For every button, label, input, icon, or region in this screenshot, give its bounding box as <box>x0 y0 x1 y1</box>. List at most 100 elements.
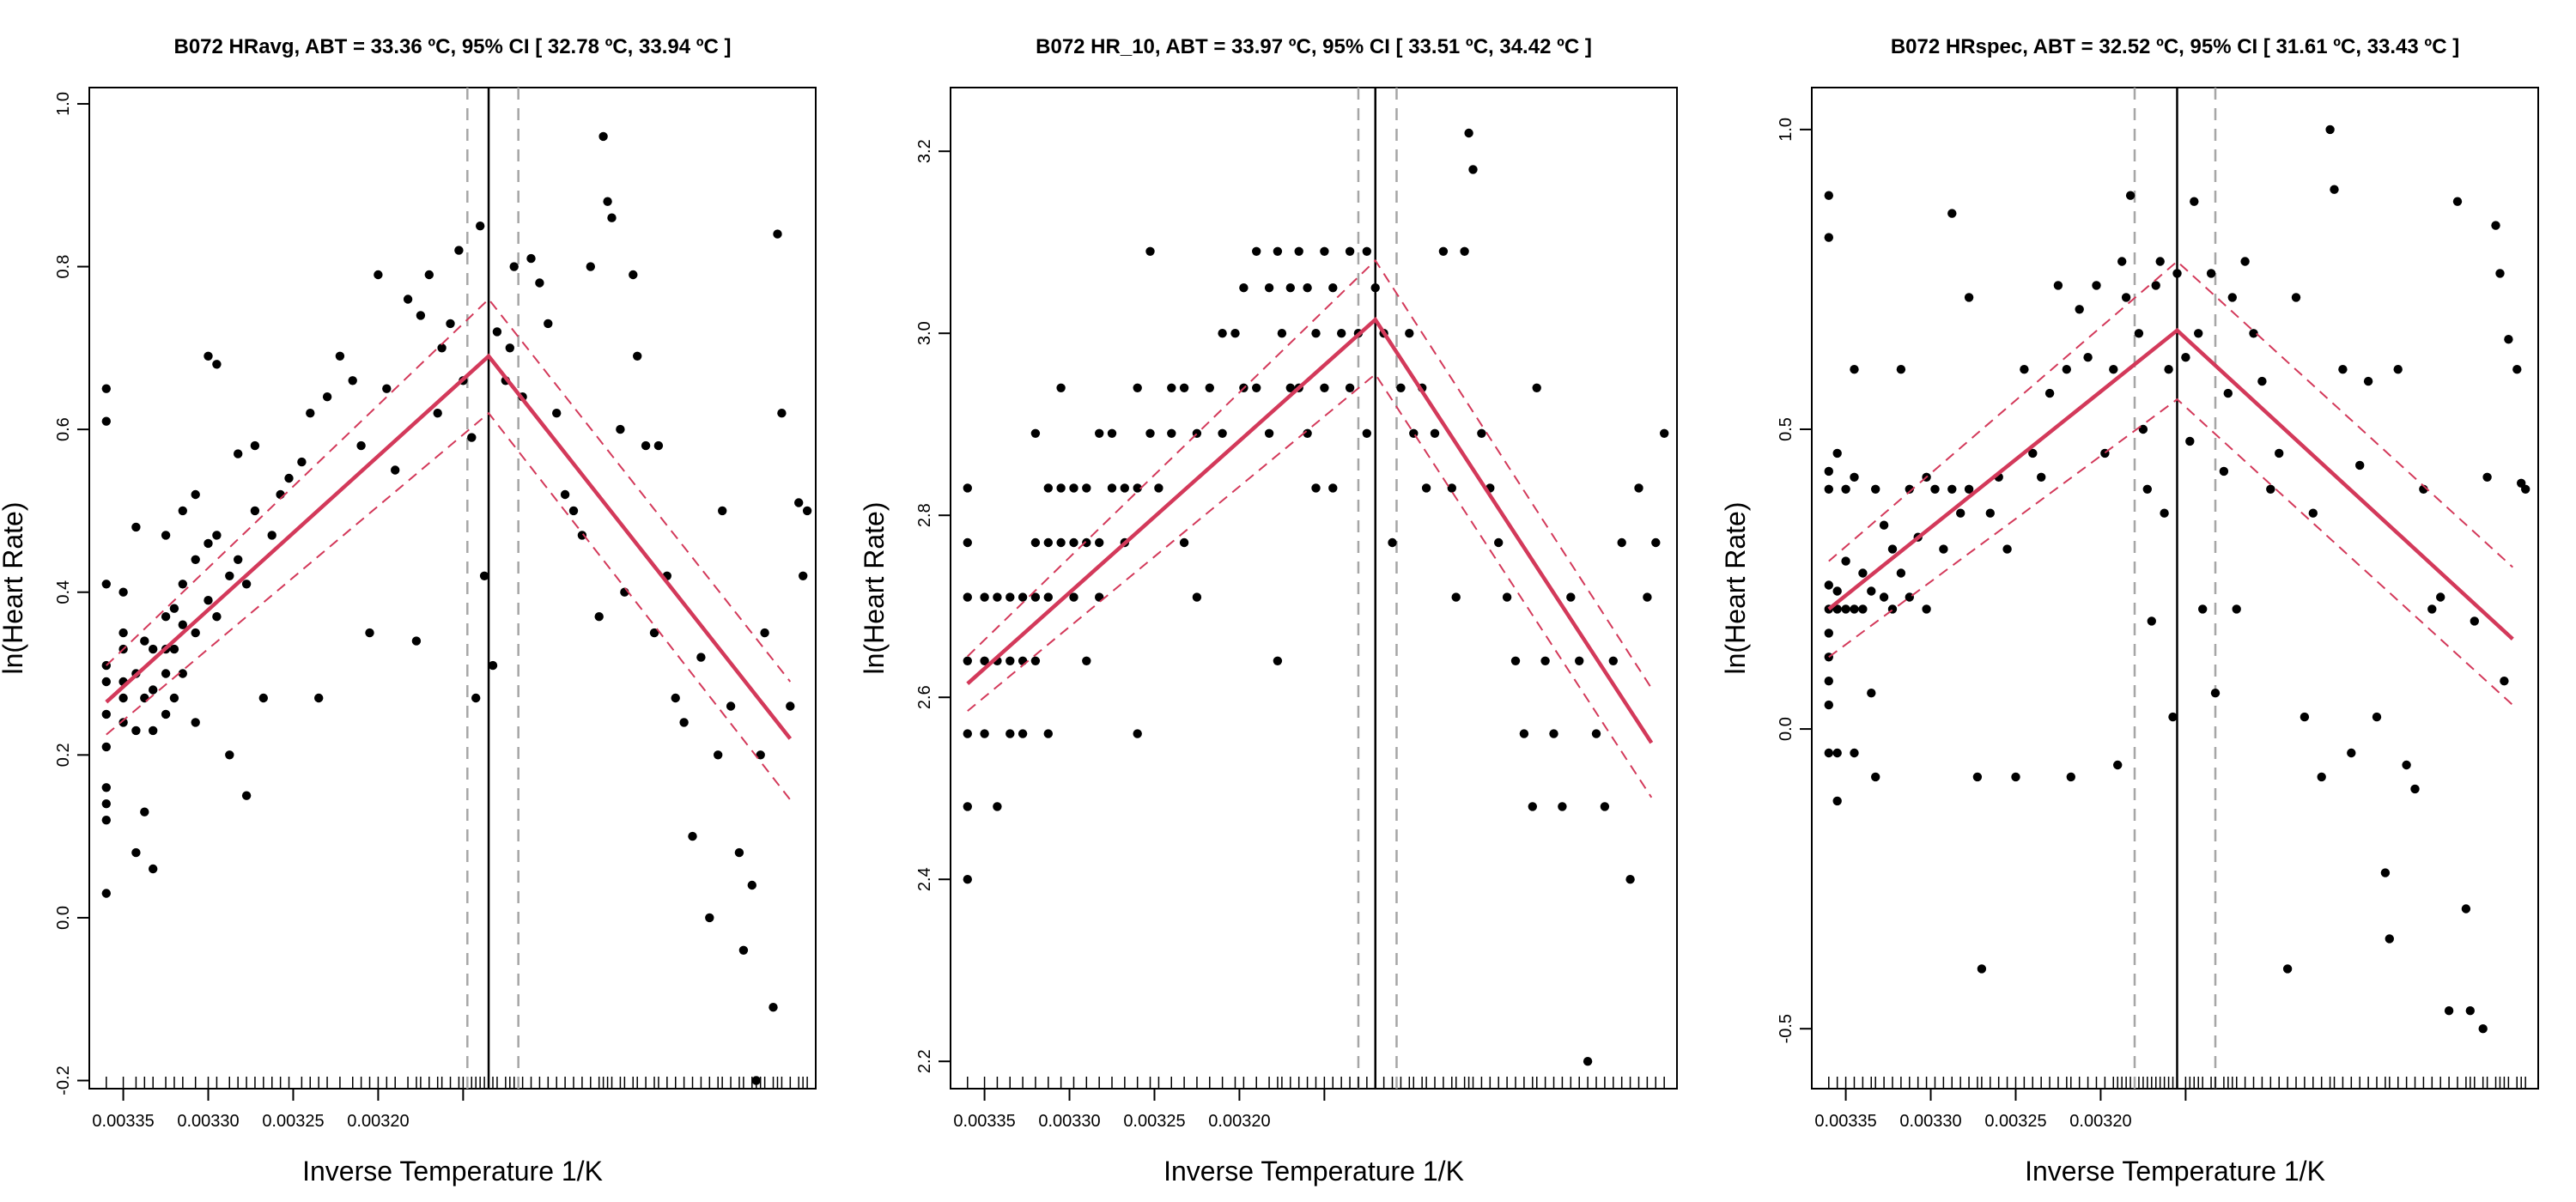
ci-upper-line <box>106 298 792 683</box>
data-point <box>1328 283 1338 293</box>
data-point <box>1396 383 1406 392</box>
data-point <box>1133 483 1142 493</box>
data-point <box>1608 656 1619 665</box>
data-point <box>2300 712 2310 722</box>
data-point <box>118 628 128 638</box>
data-point <box>1120 483 1130 493</box>
data-point <box>1887 544 1898 554</box>
data-point <box>2266 484 2275 494</box>
data-point <box>467 433 477 442</box>
data-point <box>1133 383 1142 392</box>
data-point <box>2011 772 2020 782</box>
data-point <box>1841 556 1850 566</box>
data-point <box>802 506 812 516</box>
data-point <box>2190 197 2199 206</box>
data-point <box>1850 365 1859 374</box>
data-point <box>1345 383 1355 392</box>
x-tick-label: 0.00320 <box>1208 1112 1270 1131</box>
data-point <box>212 360 222 369</box>
data-point <box>1850 604 1859 614</box>
plot-frame <box>1811 87 2539 1090</box>
data-point <box>751 1076 761 1085</box>
data-point <box>101 677 111 687</box>
data-point <box>2147 616 2156 626</box>
data-point <box>1896 568 1906 578</box>
data-point <box>2062 365 2071 374</box>
data-point <box>2512 365 2522 374</box>
data-point <box>2044 388 2055 398</box>
y-tick-label: 0.5 <box>1777 417 1795 441</box>
data-point <box>738 945 749 956</box>
data-point <box>191 628 200 638</box>
data-point <box>2465 1006 2475 1016</box>
data-point <box>1985 508 1995 518</box>
data-point <box>2325 124 2335 135</box>
data-point <box>1095 537 1104 548</box>
data-point <box>1464 128 1473 138</box>
y-tick-label: -0.5 <box>1777 1014 1795 1043</box>
data-point <box>1043 729 1054 738</box>
data-point <box>149 644 158 654</box>
data-point <box>1824 677 1833 686</box>
data-point <box>2181 353 2190 362</box>
data-point <box>1850 472 1859 482</box>
data-point <box>1154 483 1163 493</box>
data-point <box>2066 772 2075 782</box>
data-point <box>101 816 111 825</box>
data-point <box>2385 934 2394 944</box>
data-point <box>1832 796 1842 806</box>
y-tick-label: 0.4 <box>54 580 73 604</box>
data-point <box>1964 293 1974 302</box>
data-point <box>1528 802 1538 811</box>
data-point <box>714 750 723 760</box>
data-point <box>204 596 213 605</box>
data-point <box>212 612 222 622</box>
data-point <box>1252 246 1261 256</box>
data-point <box>1438 246 1449 256</box>
data-point <box>649 628 659 638</box>
data-point <box>1230 329 1240 338</box>
panel-title: B072 HRspec, ABT = 32.52 ºC, 95% CI [ 31… <box>1891 35 2459 58</box>
data-point <box>191 555 200 564</box>
data-point <box>1005 656 1015 665</box>
data-point <box>2330 185 2339 194</box>
data-point <box>322 392 332 402</box>
data-point <box>629 270 638 280</box>
x-tick-label: 0.00320 <box>347 1112 409 1131</box>
data-point <box>2125 191 2136 200</box>
data-point <box>773 229 782 239</box>
data-point <box>1871 484 1880 494</box>
data-point <box>1824 233 1833 242</box>
data-point <box>1566 592 1576 602</box>
data-point <box>178 669 187 678</box>
data-point <box>1956 508 1965 518</box>
data-point <box>284 473 294 483</box>
fit-line <box>105 353 793 740</box>
data-point <box>101 709 111 719</box>
data-point <box>1218 329 1227 338</box>
data-point <box>2470 616 2479 626</box>
data-point <box>416 311 426 320</box>
data-point <box>1824 580 1833 590</box>
data-point <box>2500 677 2509 686</box>
data-point <box>993 802 1002 811</box>
data-point <box>454 246 464 255</box>
data-point <box>101 799 111 809</box>
data-point <box>1502 592 1512 602</box>
data-point <box>2194 329 2203 338</box>
x-axis-label: Inverse Temperature 1/K <box>1163 1156 1464 1187</box>
data-point <box>1421 483 1431 493</box>
data-point <box>1277 329 1287 338</box>
data-point <box>747 880 756 890</box>
data-point <box>594 612 604 622</box>
data-point <box>374 270 383 280</box>
y-axis-label: ln(Heart Rate) <box>859 502 890 675</box>
data-point <box>149 864 158 874</box>
data-point <box>2134 329 2144 338</box>
data-point <box>1858 568 1868 578</box>
data-point <box>1510 656 1521 665</box>
data-point <box>980 656 989 665</box>
data-point <box>1867 689 1876 698</box>
data-point <box>679 718 689 727</box>
y-tick-label: 0.0 <box>54 906 73 930</box>
